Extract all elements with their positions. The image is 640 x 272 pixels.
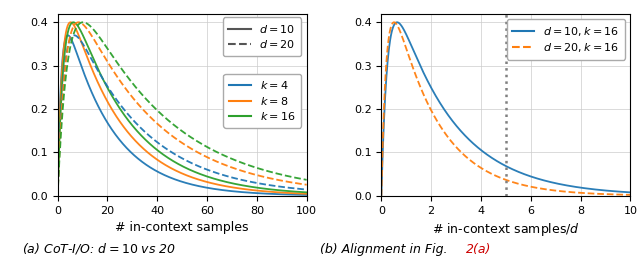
- Text: (a) CoT-I/O: $d = 10$ vs 20: (a) CoT-I/O: $d = 10$ vs 20: [22, 242, 176, 256]
- Text: (b) Alignment in Fig.: (b) Alignment in Fig.: [320, 243, 451, 256]
- Text: 2(a): 2(a): [466, 243, 492, 256]
- X-axis label: # in-context samples/$d$: # in-context samples/$d$: [432, 221, 580, 238]
- X-axis label: # in-context samples: # in-context samples: [115, 221, 249, 234]
- Legend: $d = 10, k = 16$, $d = 20, k = 16$: $d = 10, k = 16$, $d = 20, k = 16$: [506, 19, 625, 60]
- Legend: $k = 4$, $k = 8$, $k = 16$: $k = 4$, $k = 8$, $k = 16$: [223, 74, 301, 128]
